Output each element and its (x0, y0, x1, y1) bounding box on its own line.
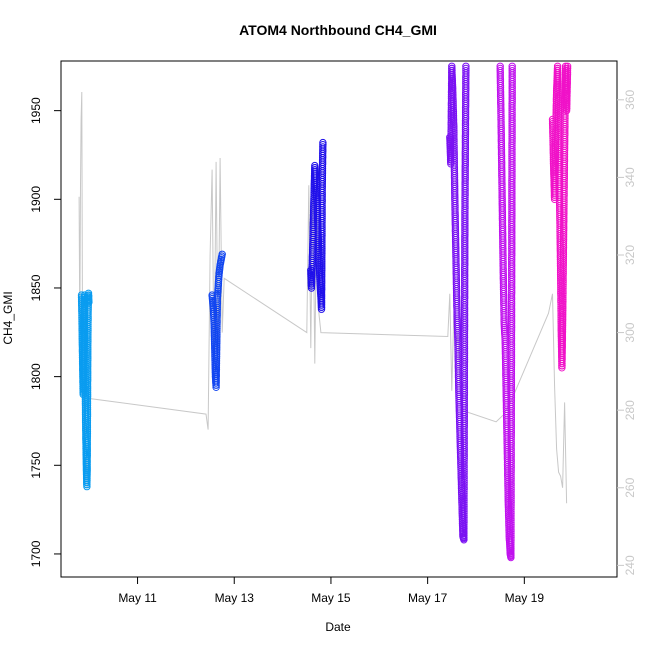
data-point (563, 64, 572, 73)
y-tick-label: 1950 (29, 97, 43, 124)
series-3 (307, 138, 327, 313)
data-point (508, 67, 516, 75)
y-tick-label: 1850 (29, 274, 43, 301)
data-point (218, 250, 226, 259)
y-tick-label: 1750 (29, 452, 43, 479)
data-point (85, 298, 93, 306)
series-1 (77, 289, 93, 491)
y2-tick-label: 340 (623, 167, 637, 187)
series-5 (496, 62, 516, 562)
x-tick-label: May 11 (118, 591, 157, 605)
y-tick-label: 1900 (29, 186, 43, 213)
data-point (459, 530, 467, 538)
chart-title: ATOM4 Northbound CH4_GMI (239, 22, 437, 38)
series-4 (446, 62, 470, 544)
y2-tick-label: 320 (623, 245, 637, 265)
data-point (215, 275, 223, 284)
y2-tick-label: 300 (623, 322, 637, 342)
y2-tick-label: 280 (623, 400, 637, 420)
data-point (462, 62, 470, 71)
data-point (319, 138, 327, 147)
y-axis: 1700 1750 1800 1850 1900 1950 (29, 97, 61, 567)
data-point (462, 67, 470, 75)
data-point (213, 295, 222, 303)
data-point (462, 64, 470, 73)
x-tick-label: May 19 (505, 591, 545, 605)
y2-tick-label: 240 (623, 555, 637, 575)
x-tick-label: May 13 (215, 591, 255, 605)
data-point (508, 64, 516, 73)
x-tick-label: May 17 (408, 591, 448, 605)
plot-frame (60, 60, 618, 578)
data-point (319, 141, 327, 149)
y-axis-label: CH4_GMI (1, 291, 15, 344)
data-point (563, 66, 572, 75)
y2-tick-label: 360 (623, 89, 637, 109)
data-point (319, 143, 327, 151)
y2-tick-label: 260 (623, 477, 637, 497)
y-tick-label: 1700 (29, 540, 43, 567)
x-axis: May 11 May 13 May 15 May 17 May 19 (118, 577, 544, 605)
y-tick-label: 1800 (29, 363, 43, 390)
x-tick-label: May 15 (311, 591, 351, 605)
series-6 (548, 62, 572, 372)
data-point (508, 62, 516, 71)
series-2 (208, 250, 226, 391)
y2-axis: 240 260 280 300 320 340 360 (617, 89, 637, 575)
x-axis-label: Date (325, 620, 351, 634)
points-layer (77, 62, 572, 562)
data-point (563, 62, 572, 71)
